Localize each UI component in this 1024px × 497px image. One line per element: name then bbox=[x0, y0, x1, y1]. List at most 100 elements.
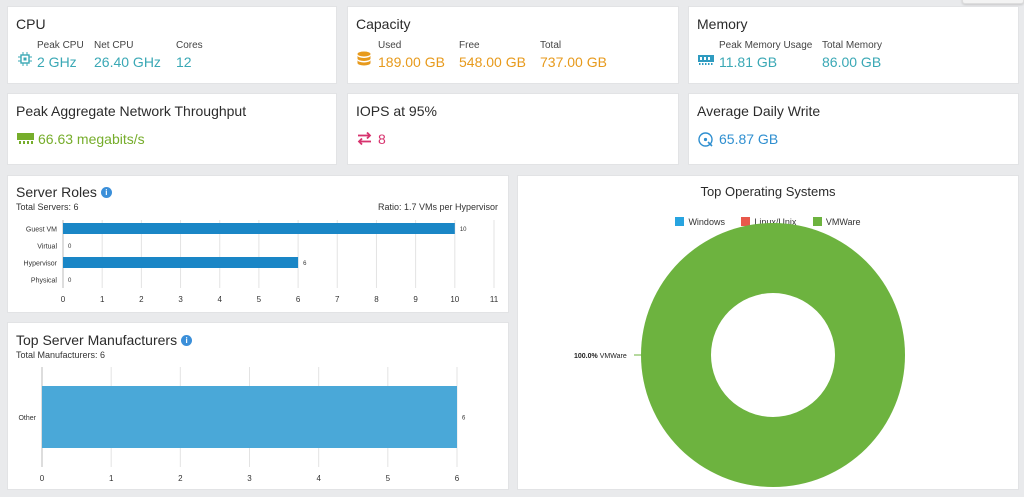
legend-swatch bbox=[741, 217, 751, 226]
peak-memory-metric: Peak Memory Usage 11.81 GB bbox=[719, 40, 812, 70]
x-tick-label: 8 bbox=[374, 295, 379, 304]
y-category-label: Physical bbox=[31, 278, 58, 285]
info-icon[interactable]: i bbox=[181, 335, 193, 346]
daily-write-title: Average Daily Write bbox=[697, 103, 821, 119]
y-category-label: Guest VM bbox=[26, 227, 57, 234]
total-capacity-metric: Total 737.00 GB bbox=[540, 40, 607, 70]
server-roles-title: Server Roles bbox=[16, 184, 97, 200]
x-tick-label: 4 bbox=[316, 474, 321, 483]
x-tick-label: 6 bbox=[296, 295, 301, 304]
x-tick-label: 11 bbox=[490, 295, 499, 304]
total-memory-value: 86.00 GB bbox=[822, 54, 882, 70]
data-bar[interactable] bbox=[63, 257, 299, 268]
daily-write-card: Average Daily Write 65.87 GB bbox=[688, 93, 1019, 165]
x-tick-label: 5 bbox=[386, 474, 391, 483]
cores-value: 12 bbox=[176, 54, 192, 70]
iops-title: IOPS at 95% bbox=[356, 103, 437, 119]
x-tick-label: 4 bbox=[218, 295, 223, 304]
corner-tab[interactable] bbox=[962, 0, 1024, 4]
used-metric: Used 189.00 GB bbox=[378, 40, 445, 70]
cores-metric: Cores 12 bbox=[176, 40, 203, 70]
cpu-chip-icon bbox=[18, 52, 32, 66]
y-category-label: Virtual bbox=[37, 244, 57, 251]
free-metric: Free 548.00 GB bbox=[459, 40, 526, 70]
peak-cpu-label: Peak CPU bbox=[37, 40, 84, 51]
manufacturers-header: Top Server Manufacturers i bbox=[16, 332, 193, 348]
total-servers-text: Total Servers: 6 bbox=[16, 202, 79, 212]
total-capacity-label: Total bbox=[540, 40, 562, 51]
x-tick-label: 9 bbox=[413, 295, 418, 304]
daily-write-value: 65.87 GB bbox=[719, 131, 779, 147]
exchange-arrows-icon bbox=[357, 131, 372, 146]
legend-label: VMWare bbox=[825, 216, 861, 227]
peak-memory-label: Peak Memory Usage bbox=[719, 40, 813, 51]
info-icon[interactable]: i bbox=[100, 187, 112, 198]
cores-label: Cores bbox=[176, 40, 203, 51]
x-tick-label: 0 bbox=[40, 474, 45, 483]
server-roles-chart: 0 1 2 3 4 5 6 7 8 9 10 11 Guest VM 10 Virtual 0 Hypervis… bbox=[24, 220, 499, 304]
peak-cpu-metric: Peak CPU 2 GHz bbox=[37, 40, 84, 70]
os-donut-chart: 100.0% VMWare bbox=[574, 223, 905, 487]
net-cpu-value: 26.40 GHz bbox=[94, 54, 161, 70]
total-memory-label: Total Memory bbox=[822, 40, 883, 51]
legend-vmware[interactable]: VMWare bbox=[812, 216, 861, 227]
x-tick-label: 2 bbox=[139, 295, 144, 304]
x-tick-label: 3 bbox=[247, 474, 252, 483]
peak-cpu-value: 2 GHz bbox=[37, 54, 77, 70]
x-tick-label: 1 bbox=[100, 295, 105, 304]
network-card-icon bbox=[17, 133, 34, 144]
server-roles-card: Server Roles i Total Servers: 6 Ratio: 1.… bbox=[7, 175, 509, 313]
network-value: 66.63 megabits/s bbox=[38, 131, 145, 147]
peak-memory-value: 11.81 GB bbox=[719, 54, 778, 70]
legend-label: Windows bbox=[688, 216, 725, 227]
network-title: Peak Aggregate Network Throughput bbox=[16, 103, 247, 119]
total-capacity-value: 737.00 GB bbox=[540, 54, 607, 70]
legend-swatch bbox=[675, 217, 685, 226]
iops-value: 8 bbox=[378, 131, 386, 147]
legend-label: Linux/Unix bbox=[754, 216, 797, 227]
iops-card: IOPS at 95% 8 bbox=[347, 93, 679, 165]
cpu-title: CPU bbox=[16, 16, 46, 32]
cpu-card: CPU Peak CPU 2 GHz Net CPU 26.40 GHz Cor… bbox=[7, 6, 337, 84]
data-bar[interactable] bbox=[42, 386, 457, 448]
free-value: 548.00 GB bbox=[459, 54, 526, 70]
bar-value-label: 0 bbox=[68, 278, 72, 284]
x-tick-label: 6 bbox=[455, 474, 460, 483]
manufacturers-chart: 0 1 2 3 4 5 6 Other 6 bbox=[18, 367, 466, 483]
x-tick-label: 10 bbox=[450, 295, 459, 304]
memory-card: Memory Peak Memory Usage 11.81 GB Total … bbox=[688, 6, 1019, 84]
y-category-label: Hypervisor bbox=[24, 261, 58, 268]
network-card: Peak Aggregate Network Throughput 66.63 … bbox=[7, 93, 337, 165]
net-cpu-label: Net CPU bbox=[94, 40, 134, 51]
total-memory-metric: Total Memory 86.00 GB bbox=[822, 40, 882, 70]
memory-module-icon bbox=[698, 55, 714, 65]
bar-value-label: 6 bbox=[303, 261, 307, 267]
disk-write-icon bbox=[698, 132, 713, 147]
data-bar[interactable] bbox=[63, 223, 455, 234]
legend-swatch bbox=[812, 217, 822, 226]
database-icon bbox=[357, 51, 371, 66]
net-cpu-metric: Net CPU 26.40 GHz bbox=[94, 40, 161, 70]
y-category-label: Other bbox=[18, 415, 36, 422]
x-tick-label: 5 bbox=[257, 295, 262, 304]
x-tick-label: 3 bbox=[178, 295, 183, 304]
bar-value-label: 0 bbox=[68, 244, 72, 250]
x-tick-label: 0 bbox=[61, 295, 66, 304]
x-tick-label: 7 bbox=[335, 295, 340, 304]
x-tick-label: 2 bbox=[178, 474, 183, 483]
os-title: Top Operating Systems bbox=[700, 184, 836, 199]
manufacturers-title: Top Server Manufacturers bbox=[16, 332, 178, 348]
legend-windows[interactable]: Windows bbox=[675, 217, 725, 227]
server-roles-header: Server Roles i bbox=[16, 184, 112, 200]
donut-hole bbox=[711, 293, 835, 417]
slice-label: 100.0% VMWare bbox=[574, 353, 627, 360]
legend-linux[interactable]: Linux/Unix bbox=[741, 217, 796, 227]
total-manufacturers-text: Total Manufacturers: 6 bbox=[16, 350, 106, 360]
bar-value-label: 6 bbox=[462, 416, 466, 422]
os-legend: Windows Linux/Unix VMWare bbox=[518, 213, 1018, 231]
free-label: Free bbox=[459, 40, 480, 51]
capacity-card: Capacity Used 189.00 GB Free 548.00 GB T… bbox=[347, 6, 679, 84]
manufacturers-card: Top Server Manufacturers i Total Manufact… bbox=[7, 322, 509, 490]
capacity-title: Capacity bbox=[356, 16, 411, 32]
used-value: 189.00 GB bbox=[378, 54, 445, 70]
